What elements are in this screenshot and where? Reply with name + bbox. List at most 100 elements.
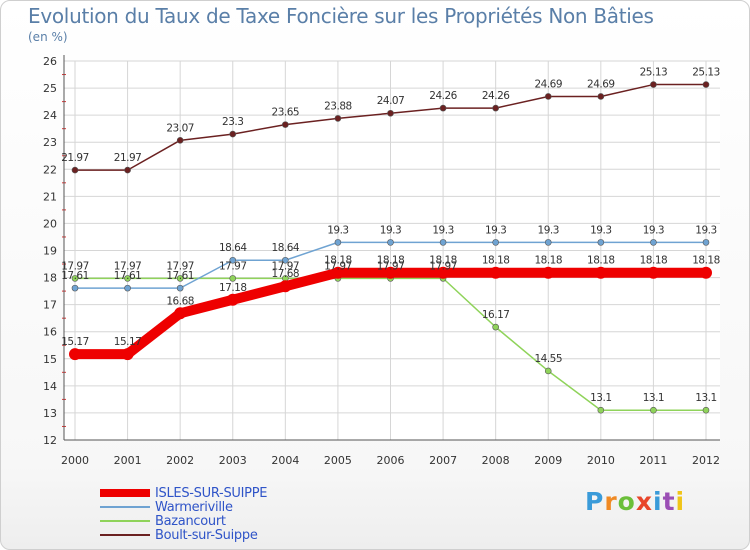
data-point	[279, 280, 292, 293]
data-label: 17.61	[166, 270, 194, 282]
x-tick-label: 2012	[692, 454, 720, 467]
data-label: 18.18	[587, 255, 615, 267]
y-tick-label: 22	[43, 163, 57, 176]
data-label: 17.61	[61, 270, 89, 282]
y-tick-label: 26	[43, 55, 57, 68]
legend-item-bazancourt: Bazancourt	[100, 514, 267, 529]
data-label: 17.97	[272, 260, 300, 272]
data-label: 17.68	[272, 268, 300, 280]
data-label: 18.18	[482, 255, 510, 267]
data-point	[544, 367, 552, 375]
proxiti-logo: Proxiti	[585, 487, 685, 516]
data-label: 19.3	[590, 224, 611, 236]
data-point	[229, 130, 237, 138]
y-tick-label: 17	[43, 299, 57, 312]
data-point	[124, 284, 131, 292]
x-tick-label: 2005	[324, 454, 352, 467]
data-label: 23.07	[166, 122, 194, 134]
x-tick-label: 2007	[429, 454, 457, 467]
data-label: 24.26	[482, 90, 510, 102]
data-point	[650, 81, 657, 88]
y-tick-label: 23	[43, 136, 57, 149]
data-point	[650, 239, 657, 246]
data-point	[334, 239, 342, 246]
logo-letter: i	[653, 487, 663, 516]
data-label: 13.1	[590, 392, 611, 404]
data-label: 23.65	[272, 107, 300, 119]
logo-letter: x	[635, 487, 653, 516]
data-label: 17.18	[219, 282, 247, 294]
data-label: 13.1	[643, 392, 664, 404]
data-label: 14.55	[534, 353, 562, 365]
data-label: 18.18	[534, 255, 562, 267]
data-label: 18.18	[692, 255, 720, 267]
data-label: 19.3	[432, 224, 453, 236]
data-label: 18.18	[429, 255, 457, 267]
y-tick-label: 16	[43, 326, 57, 339]
legend-swatch	[100, 489, 150, 497]
data-label: 19.3	[485, 224, 506, 236]
data-point	[174, 307, 187, 320]
data-point	[650, 406, 657, 414]
x-tick-label: 2003	[219, 454, 247, 467]
data-point	[542, 266, 555, 279]
data-point	[334, 115, 342, 122]
data-point	[387, 109, 394, 117]
x-tick-label: 2008	[482, 454, 510, 467]
data-point	[439, 104, 447, 112]
data-label: 19.3	[538, 224, 559, 236]
data-label: 19.3	[327, 224, 348, 236]
data-point	[702, 239, 710, 246]
data-point	[71, 275, 79, 282]
data-point	[700, 266, 712, 279]
data-label: 24.69	[587, 78, 615, 90]
data-point	[439, 239, 447, 246]
data-point	[124, 166, 131, 174]
data-point	[437, 266, 450, 279]
legend-label: ISLES-SUR-SUIPPE	[155, 485, 268, 501]
data-point	[226, 293, 239, 306]
data-label: 18.64	[219, 242, 247, 254]
y-tick-label: 24	[43, 109, 57, 122]
data-label: 19.3	[380, 224, 401, 236]
data-label: 18.64	[272, 242, 300, 254]
x-tick-label: 2004	[271, 454, 299, 467]
legend-item-warmeriville: Warmeriville	[100, 500, 267, 515]
data-point	[702, 406, 710, 414]
data-label: 17.97	[377, 260, 405, 272]
data-point	[229, 275, 237, 282]
y-tick-label: 21	[43, 190, 57, 203]
data-point	[282, 256, 289, 264]
data-point	[594, 266, 607, 279]
legend-swatch	[100, 534, 150, 536]
data-point	[492, 104, 499, 112]
data-label: 19.3	[643, 224, 664, 236]
y-tick-label: 15	[43, 353, 57, 366]
data-point	[121, 348, 134, 361]
data-label: 18.18	[377, 255, 405, 267]
y-tick-label: 14	[43, 380, 57, 393]
legend-item-isles: ISLES-SUR-SUIPPE	[100, 485, 268, 501]
logo-letter: i	[675, 487, 686, 516]
data-label: 24.26	[429, 90, 457, 102]
logo-letter: t	[662, 487, 676, 516]
data-label: 16.17	[482, 309, 510, 321]
data-label: 25.13	[692, 67, 720, 79]
x-tick-label: 2011	[639, 454, 667, 467]
data-point	[384, 266, 397, 279]
data-label: 15.17	[61, 336, 89, 348]
legend-item-boult: Boult-sur-Suippe	[100, 528, 267, 543]
data-point	[489, 266, 502, 279]
data-label: 17.97	[219, 260, 247, 272]
legend: ISLES-SUR-SUIPPE Warmeriville Bazancourt…	[100, 485, 268, 543]
logo-letter: P	[585, 487, 605, 516]
data-point	[647, 266, 660, 279]
data-label: 17.97	[324, 260, 352, 272]
x-tick-label: 2006	[377, 454, 405, 467]
data-point	[597, 406, 605, 414]
data-point	[387, 239, 394, 246]
data-label: 23.3	[222, 116, 243, 128]
data-label: 16.68	[166, 295, 194, 307]
y-tick-label: 13	[43, 407, 57, 420]
data-point	[597, 93, 605, 100]
